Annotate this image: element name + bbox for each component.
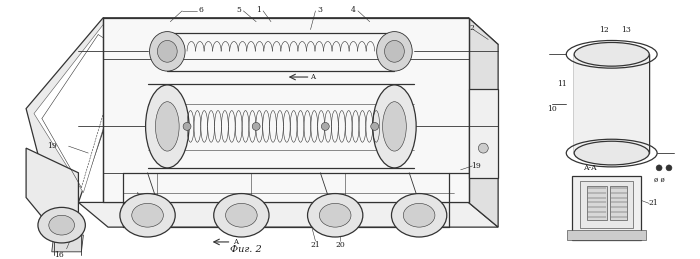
Ellipse shape: [252, 123, 260, 130]
Polygon shape: [574, 54, 649, 153]
Text: 21: 21: [311, 241, 321, 249]
Ellipse shape: [150, 32, 185, 71]
Polygon shape: [103, 18, 498, 45]
Text: 4: 4: [351, 6, 356, 14]
Text: 6: 6: [199, 6, 204, 14]
Ellipse shape: [383, 102, 406, 151]
Polygon shape: [52, 235, 83, 252]
Ellipse shape: [158, 40, 177, 62]
Bar: [103, 18, 468, 203]
Bar: [610, 186, 627, 220]
Text: 16: 16: [54, 251, 64, 259]
Text: ø ø: ø ø: [654, 176, 664, 184]
Ellipse shape: [214, 193, 269, 237]
Text: A-A: A-A: [583, 164, 597, 172]
Polygon shape: [78, 203, 498, 227]
Text: 10: 10: [547, 105, 557, 113]
Text: 20: 20: [335, 241, 345, 249]
Bar: [567, 230, 646, 240]
Text: 2: 2: [469, 24, 474, 32]
Ellipse shape: [403, 203, 435, 227]
Ellipse shape: [371, 123, 379, 130]
Polygon shape: [26, 18, 133, 203]
Polygon shape: [34, 25, 128, 193]
Ellipse shape: [574, 141, 649, 165]
Bar: [572, 176, 641, 240]
Text: 11: 11: [557, 80, 567, 88]
Ellipse shape: [120, 193, 175, 237]
Text: Фиг. 2: Фиг. 2: [230, 245, 262, 254]
Ellipse shape: [319, 203, 351, 227]
Text: 19: 19: [47, 142, 57, 150]
Ellipse shape: [321, 123, 329, 130]
Ellipse shape: [49, 215, 74, 235]
Ellipse shape: [656, 165, 662, 171]
Ellipse shape: [155, 102, 179, 151]
Polygon shape: [26, 148, 78, 237]
Polygon shape: [468, 18, 498, 227]
Ellipse shape: [307, 193, 363, 237]
Bar: [468, 89, 498, 178]
Text: 21: 21: [648, 199, 658, 207]
Polygon shape: [374, 20, 414, 84]
Ellipse shape: [38, 207, 85, 243]
Text: 3: 3: [317, 6, 323, 14]
Text: 13: 13: [622, 26, 631, 34]
Ellipse shape: [225, 203, 257, 227]
Text: A: A: [234, 238, 239, 246]
Text: A: A: [311, 73, 316, 81]
Bar: [587, 186, 607, 220]
Bar: [580, 181, 634, 228]
Ellipse shape: [574, 42, 649, 66]
Ellipse shape: [146, 85, 189, 168]
Ellipse shape: [384, 40, 405, 62]
Text: 12: 12: [599, 26, 609, 34]
Ellipse shape: [478, 143, 489, 153]
Ellipse shape: [377, 32, 412, 71]
Text: 19: 19: [472, 162, 482, 170]
Text: 5: 5: [237, 6, 242, 14]
Text: 1: 1: [256, 6, 261, 14]
Ellipse shape: [372, 85, 416, 168]
Ellipse shape: [391, 193, 447, 237]
Ellipse shape: [183, 123, 191, 130]
Polygon shape: [148, 20, 187, 84]
Ellipse shape: [132, 203, 163, 227]
Ellipse shape: [666, 165, 672, 171]
